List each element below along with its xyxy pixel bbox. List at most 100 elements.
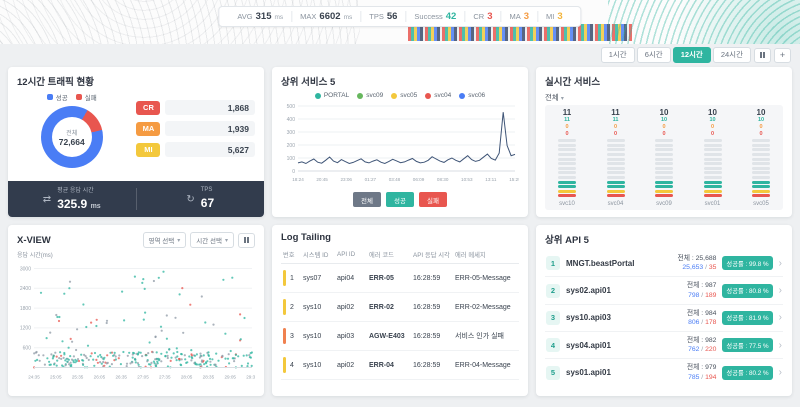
row-number-text: 3 (290, 332, 294, 340)
filter-전체[interactable]: 전체 (353, 192, 382, 207)
column-total: 11 (611, 108, 620, 117)
xview-scatter-chart[interactable]: 600 1200 1800 2400 3000 24:35 25:05 25:35 26:05 2… (17, 260, 255, 389)
severity-marker (283, 328, 286, 344)
api-name: sys04.api01 (566, 340, 611, 350)
api-list-item[interactable]: 1 MNGT.beastPortal 전체 : 25,688 25,653 / 35 성… (545, 250, 783, 278)
svg-text:400: 400 (287, 117, 296, 123)
log-table-row[interactable]: 1 sys07 api04 ERR-05 16:28:59 ERR-05-Message (281, 264, 519, 293)
success-rate-badge: 성공률 : 99.8 % (722, 256, 773, 271)
log-response-time: 16:28:59 (413, 303, 441, 311)
column-success-count: 10 (660, 117, 668, 123)
log-error-code: AGW-E403 (369, 332, 405, 340)
svg-text:300: 300 (287, 130, 296, 136)
avg-response-label: 평균 응답 시간 (57, 188, 94, 194)
column-label: svc05 (753, 201, 769, 208)
count-separator: / (699, 346, 706, 354)
traffic-donut-chart[interactable]: 전체 72,664 (40, 106, 103, 168)
series-legend-svc06[interactable]: svc06 (459, 92, 485, 99)
metric-label: Success (414, 12, 443, 21)
metric-unit: ms (274, 14, 284, 21)
severity-value: 5,627 (165, 142, 255, 157)
time-range-12시간[interactable]: 12시간 (672, 47, 711, 63)
filter-실패[interactable]: 실패 (418, 192, 447, 207)
status-pill (752, 175, 770, 179)
metric-strip: AVG 315 ms MAX 6602 ms TPS 56 Success 42 CR 3 MA 3 MI 3 (218, 6, 582, 27)
status-pill (606, 166, 625, 170)
realtime-column-svc10[interactable]: 11 11 0 0 svc10 (555, 108, 579, 207)
column-label: svc01 (704, 201, 721, 208)
realtime-filter-select[interactable]: 전체 ▾ (545, 93, 564, 102)
chevron-right-icon: › (778, 312, 782, 324)
api-list-item[interactable]: 5 sys01.api01 전체 : 979 785 / 194 성공률 : 80.2 … (545, 359, 783, 385)
donut-total-label: 전체 (66, 130, 78, 137)
services-line-chart[interactable]: 0 100 200 300 400 500 18:24 20:45 23:06 01:27 03:4… (281, 101, 519, 189)
metric-mi: MI 3 (537, 11, 571, 22)
svg-text:29:35: 29:35 (246, 375, 255, 380)
panel-top-services: 상위 서비스 5 PORTAL svc09 svc05 svc04 svc06 0 100… (272, 67, 528, 217)
series-legend-svc04[interactable]: svc04 (425, 92, 451, 99)
api-list-item[interactable]: 3 sys10.api03 전체 : 984 806 / 178 성공률 : 81.9 … (545, 305, 783, 333)
time-range-6시간[interactable]: 6시간 (636, 47, 671, 63)
realtime-columns: 11 11 0 0 svc10 11 11 0 0 svc04 10 10 0 0 svc09 10 10 0 0 s… (545, 105, 783, 211)
log-error-code: ERR-04 (369, 361, 394, 369)
severity-value: 1,868 (165, 100, 255, 115)
status-pill (558, 166, 576, 170)
area-select-button[interactable]: 영역 선택 ▾ (142, 232, 187, 248)
api-list-item[interactable]: 2 sys02.api01 전체 : 987 798 / 189 성공률 : 80.8 … (545, 277, 783, 305)
column-success-count: 11 (564, 117, 570, 123)
metric-label: MAX (300, 12, 317, 21)
status-pill (752, 171, 770, 175)
log-table-row[interactable]: 3 sys10 api03 AGW-E403 16:28:59 서비스 인가 실패 (281, 322, 519, 351)
severity-row-cr: CR 1,868 (136, 100, 255, 115)
log-error-code: ERR-02 (369, 303, 394, 311)
status-pill (655, 194, 673, 198)
realtime-column-svc05[interactable]: 10 10 0 0 svc05 (749, 108, 773, 207)
metric-value: 3 (487, 11, 493, 22)
time-range-24시간[interactable]: 24시간 (712, 47, 751, 63)
pause-button[interactable] (754, 47, 771, 63)
api-list-item[interactable]: 4 sys04.api01 전체 : 982 762 / 220 성공률 : 77.5 … (545, 332, 783, 360)
xview-pause-button[interactable] (238, 232, 255, 248)
success-rate-badge: 성공률 : 80.8 % (722, 283, 773, 298)
api-total-count: 전체 : 25,688 (677, 255, 717, 262)
series-swatch (425, 92, 432, 99)
svg-text:1800: 1800 (20, 306, 31, 312)
pause-icon (760, 52, 765, 58)
column-pill-stack (655, 138, 673, 198)
series-legend-PORTAL[interactable]: PORTAL (314, 92, 350, 99)
time-range-1시간[interactable]: 1시간 (600, 47, 635, 63)
status-pill (558, 153, 576, 156)
status-pill (752, 194, 770, 198)
status-pill (558, 148, 576, 152)
count-separator: / (699, 291, 706, 299)
svg-text:25:35: 25:35 (72, 375, 84, 380)
api-stats: 전체 : 984 806 / 178 (687, 309, 717, 327)
count-separator: / (699, 373, 706, 381)
status-pill (703, 180, 722, 184)
exchange-icon: ⇄ (42, 193, 52, 205)
filter-성공[interactable]: 성공 (386, 192, 414, 207)
realtime-column-svc09[interactable]: 10 10 0 0 svc09 (652, 108, 676, 207)
api-total-count: 전체 : 987 (686, 282, 717, 290)
log-row-number: 3 (281, 328, 301, 344)
series-swatch (459, 92, 466, 99)
status-pill (703, 189, 722, 193)
realtime-column-svc04[interactable]: 11 11 0 0 svc04 (604, 108, 628, 207)
column-warn-count: 0 (710, 124, 715, 131)
log-error-message: 서비스 인가 실패 (455, 333, 504, 340)
chevron-down-icon: ▾ (560, 96, 564, 102)
status-pill (703, 194, 722, 198)
realtime-column-svc01[interactable]: 10 10 0 0 svc01 (701, 108, 725, 207)
time-select-button[interactable]: 시간 선택 ▾ (190, 232, 234, 248)
metric-value: 56 (386, 11, 398, 22)
series-label: PORTAL (323, 92, 350, 99)
column-total: 10 (708, 108, 717, 117)
panel-title: 12시간 트래픽 현황 (17, 77, 95, 88)
series-legend-svc09[interactable]: svc09 (357, 92, 383, 99)
status-pill (752, 148, 770, 152)
series-legend-svc05[interactable]: svc05 (391, 92, 417, 99)
log-table-row[interactable]: 4 sys10 api02 ERR-04 16:28:59 ERR-04-Message (281, 351, 519, 380)
log-table-row[interactable]: 2 sys10 api02 ERR-02 16:28:59 ERR-02-Message (281, 293, 519, 322)
add-widget-button[interactable]: + (774, 47, 791, 63)
